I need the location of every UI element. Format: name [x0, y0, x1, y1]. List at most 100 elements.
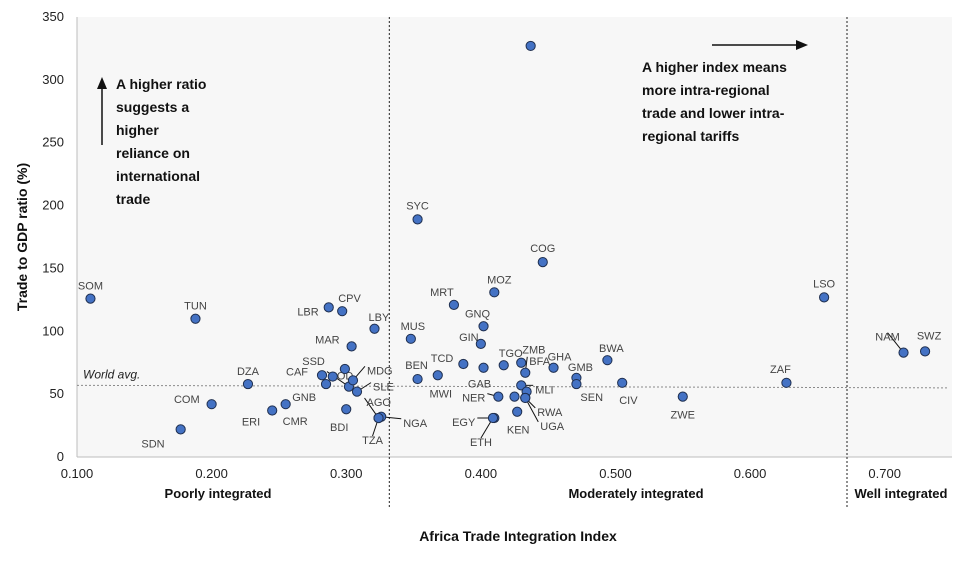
point-label-rwa: RWA	[537, 407, 563, 419]
point-label-bdi: BDI	[330, 422, 348, 434]
point-label-sdn: SDN	[141, 438, 164, 450]
point-label-com: COM	[174, 394, 200, 406]
annotation-left-line: international	[116, 168, 200, 184]
annotation-left-line: trade	[116, 191, 150, 207]
point-cog	[537, 257, 548, 268]
world-avg-label: World avg.	[83, 367, 140, 381]
point-sdn	[175, 424, 186, 435]
point-label-eri: ERI	[242, 416, 260, 428]
point-syc	[412, 214, 423, 225]
point-ben	[412, 373, 423, 385]
point-gab	[478, 362, 489, 373]
point-zwe	[677, 391, 688, 402]
point-label-tgo: TGO	[499, 348, 523, 360]
point-moz	[489, 287, 500, 298]
x-tick-label: 0.200	[195, 466, 228, 481]
point-label-zwe: ZWE	[671, 410, 695, 422]
point-label-cmr: CMR	[283, 416, 308, 428]
point-label-cog: COG	[530, 243, 555, 255]
region-label-poor: Poorly integrated	[165, 486, 272, 501]
point-label-moz: MOZ	[487, 274, 512, 286]
point-gnq	[478, 321, 489, 332]
point-label-sle: SLE	[373, 382, 394, 394]
point-label-ken: KEN	[507, 425, 530, 437]
point-label-mrt: MRT	[430, 287, 454, 299]
point-civ	[617, 377, 628, 388]
annotation-right-line: more intra-regional	[642, 82, 770, 98]
point-label-zaf: ZAF	[770, 364, 791, 376]
annotation-right-line: regional tariffs	[642, 128, 739, 144]
x-tick-label: 0.300	[330, 466, 363, 481]
point-uga	[520, 392, 531, 404]
point-nam	[898, 347, 909, 358]
point-label-lso: LSO	[813, 278, 835, 290]
annotation-right-line: A higher index means	[642, 59, 787, 75]
y-tick-label: 0	[57, 449, 64, 464]
y-tick-label: 250	[42, 135, 64, 150]
point-sle	[351, 386, 363, 397]
point-unlabeled	[327, 371, 338, 382]
point-label-mdg: MDG	[367, 365, 393, 377]
point-label-lbr: LBR	[297, 306, 318, 318]
point-bdi	[341, 404, 352, 415]
point-com	[206, 399, 217, 410]
point-label-mwi: MWI	[429, 388, 452, 400]
point-label-gha: GHA	[548, 352, 573, 364]
point-label-cpv: CPV	[338, 293, 361, 305]
point-label-ben: BEN	[405, 360, 428, 372]
point-swz	[919, 346, 931, 357]
point-label-gab: GAB	[468, 379, 491, 391]
point-gin	[475, 338, 486, 349]
point-label-mar: MAR	[315, 334, 340, 346]
point-label-sen: SEN	[580, 392, 603, 404]
point-label-mus: MUS	[401, 321, 425, 333]
annotation-left-line: higher	[116, 122, 159, 138]
point-caf	[316, 370, 328, 381]
point-bwa	[602, 355, 613, 366]
point-label-tun: TUN	[184, 301, 207, 313]
point-label-ner: NER	[462, 393, 485, 405]
annotation-left-line: A higher ratio	[116, 76, 207, 92]
point-unlabeled	[525, 40, 536, 52]
x-tick-label: 0.500	[599, 466, 632, 481]
point-label-mli: MLI	[535, 384, 553, 396]
point-label-egy: EGY	[452, 417, 476, 429]
point-mrt	[448, 299, 460, 310]
point-label-uga: UGA	[540, 421, 565, 433]
y-tick-label: 350	[42, 9, 64, 24]
point-label-civ: CIV	[619, 395, 638, 407]
point-unlabeled	[509, 391, 520, 402]
point-tza	[373, 412, 384, 424]
point-gnb	[320, 378, 332, 390]
x-tick-label: 0.700	[868, 466, 901, 481]
point-label-swz: SWZ	[917, 330, 942, 342]
point-eth	[487, 412, 499, 424]
point-dza	[242, 378, 254, 390]
point-cmr	[280, 399, 291, 410]
annotation-left-line: suggests a	[116, 99, 189, 115]
point-label-eth: ETH	[470, 437, 492, 449]
point-label-zmb: ZMB	[522, 345, 545, 357]
arrow-up-head	[97, 77, 107, 89]
point-label-gmb: GMB	[568, 362, 593, 374]
world-avg-line	[76, 384, 948, 389]
point-label-gin: GIN	[459, 332, 479, 344]
point-lbr	[323, 302, 334, 313]
point-label-dza: DZA	[237, 366, 260, 378]
point-label-bfa: BFA	[529, 356, 550, 368]
point-mdg	[347, 375, 359, 386]
point-ken	[512, 406, 523, 417]
point-eri	[267, 405, 278, 416]
point-label-nga: NGA	[403, 418, 428, 430]
point-label-tza: TZA	[362, 435, 383, 447]
arrow-right-head	[796, 40, 808, 50]
point-lby	[369, 323, 380, 334]
point-som	[85, 293, 96, 304]
point-mar	[346, 341, 357, 352]
point-label-nam: NAM	[875, 332, 899, 344]
point-label-ssd: SSD	[302, 356, 325, 368]
plot-area: 0 50 100 150 200 250 300 350 0.100 0.200 0.300 0.40…	[14, 9, 952, 544]
point-label-gnb: GNB	[292, 392, 316, 404]
point-zmb	[516, 357, 527, 368]
